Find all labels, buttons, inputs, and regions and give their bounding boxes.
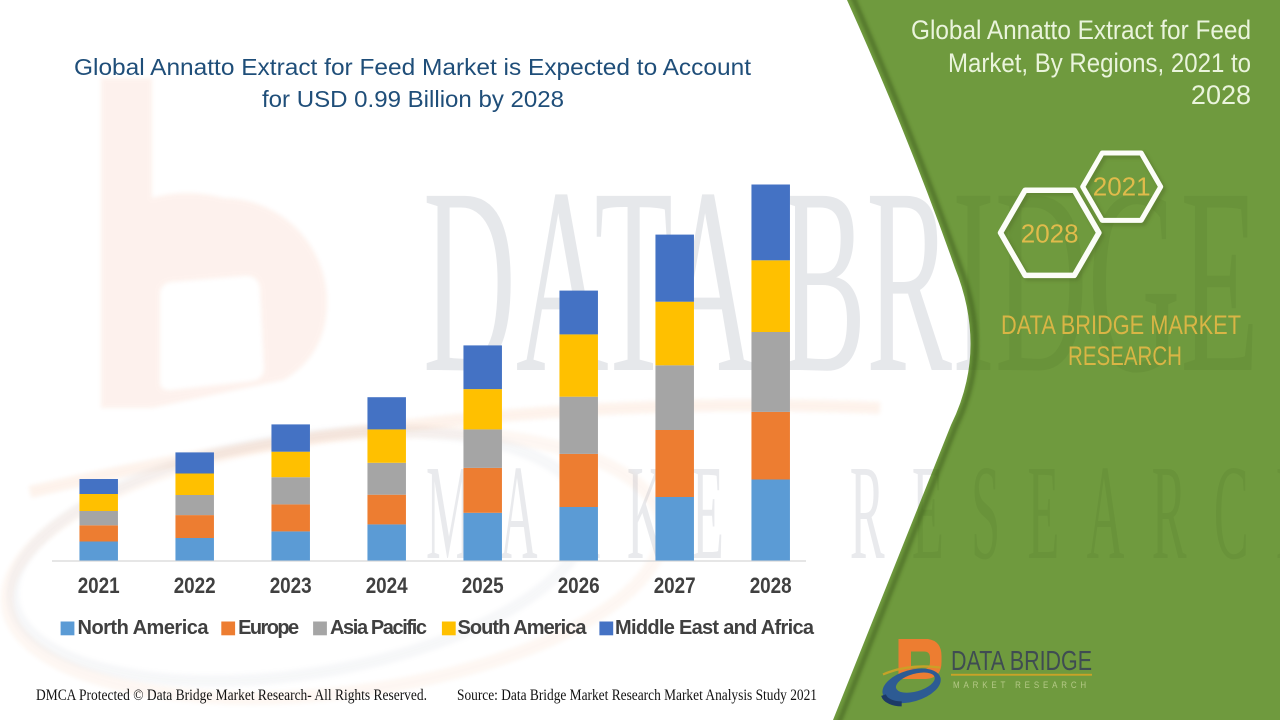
svg-text:2028: 2028	[1191, 80, 1251, 110]
svg-text:Market, By Regions, 2021 to: Market, By Regions, 2021 to	[948, 48, 1251, 78]
svg-text:2022: 2022	[174, 573, 216, 598]
svg-text:MARKET RESEARCH: MARKET RESEARCH	[953, 680, 1090, 691]
svg-text:South America: South America	[458, 617, 588, 639]
svg-text:2024: 2024	[366, 573, 409, 598]
svg-text:2026: 2026	[558, 573, 600, 598]
svg-text:RESEARCH: RESEARCH	[1068, 341, 1182, 371]
svg-text:Asia Pacific: Asia Pacific	[330, 617, 427, 639]
svg-text:2025: 2025	[462, 573, 504, 598]
svg-text:for USD 0.99 Billion by 2028: for USD 0.99 Billion by 2028	[262, 86, 564, 112]
svg-text:2028: 2028	[750, 573, 792, 598]
svg-text:Europe: Europe	[238, 617, 299, 639]
svg-text:Global Annatto Extract for Fee: Global Annatto Extract for Feed Market i…	[74, 54, 752, 80]
svg-text:Global Annatto Extract for Fee: Global Annatto Extract for Feed	[911, 15, 1251, 45]
svg-text:North America: North America	[78, 617, 210, 639]
svg-text:2021: 2021	[1093, 172, 1151, 202]
svg-text:Source: Data Bridge Market Res: Source: Data Bridge Market Research Mark…	[457, 687, 817, 704]
svg-text:2021: 2021	[78, 573, 120, 598]
svg-text:Middle East and Africa: Middle East and Africa	[615, 617, 815, 639]
svg-text:2028: 2028	[1021, 218, 1079, 248]
svg-text:DATA BRIDGE: DATA BRIDGE	[951, 645, 1092, 676]
svg-text:2027: 2027	[654, 573, 696, 598]
svg-text:DATA BRIDGE MARKET: DATA BRIDGE MARKET	[1001, 310, 1241, 340]
svg-text:DMCA Protected © Data Bridge M: DMCA Protected © Data Bridge Market Rese…	[36, 687, 427, 704]
svg-text:2023: 2023	[270, 573, 312, 598]
